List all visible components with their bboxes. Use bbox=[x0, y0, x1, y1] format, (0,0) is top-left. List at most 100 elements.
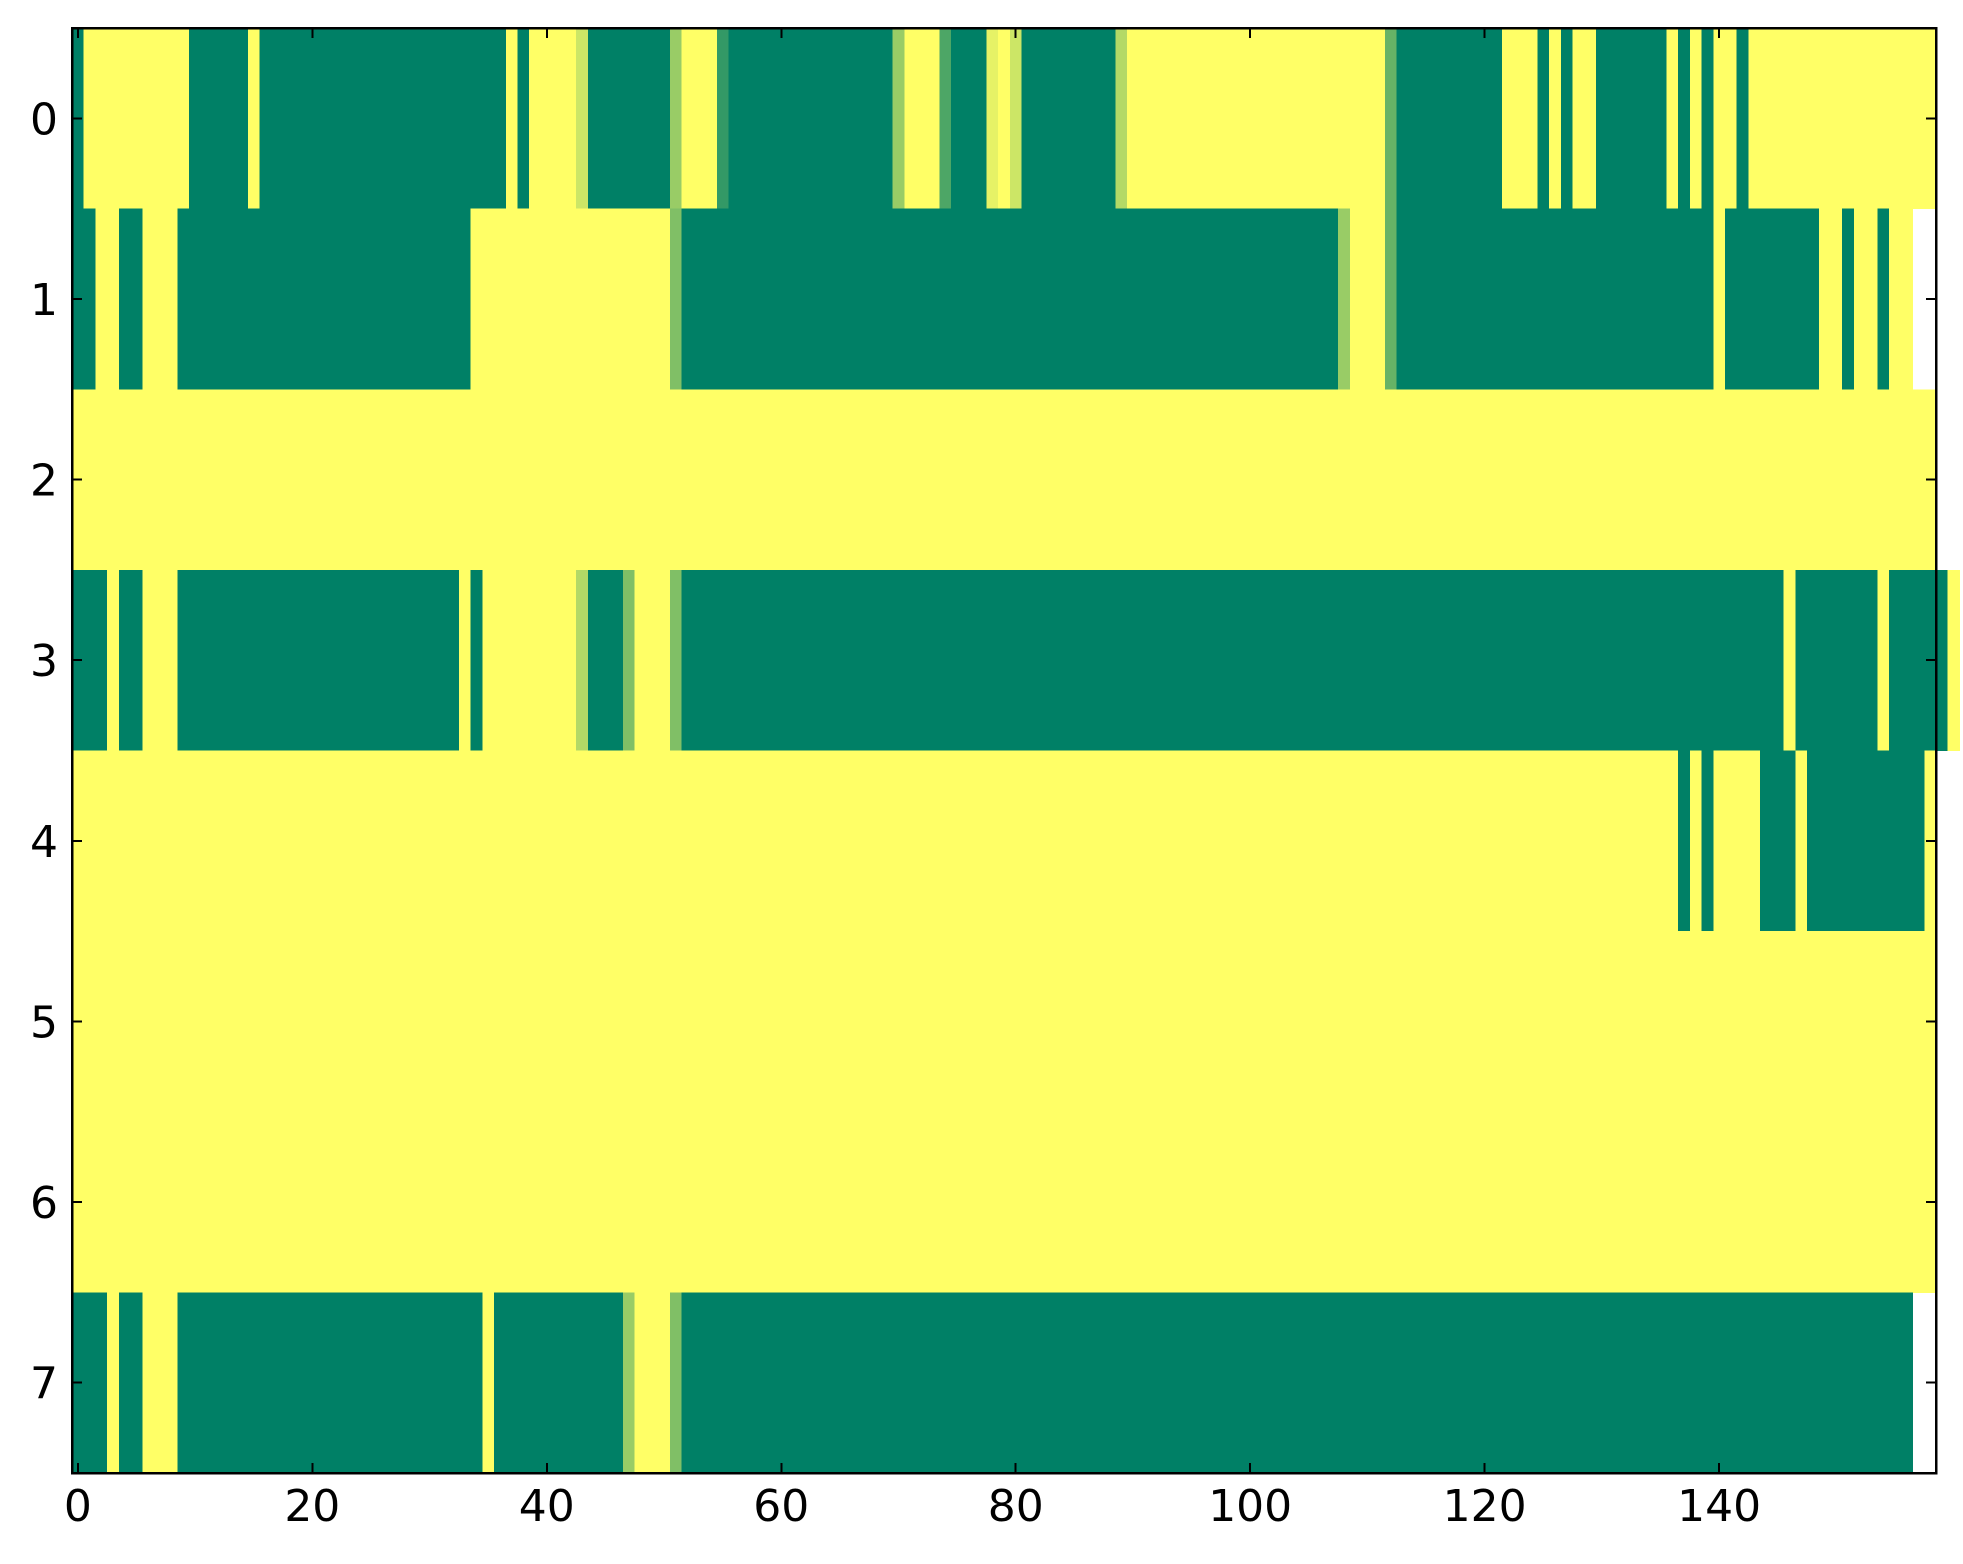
heatmap-cell bbox=[1760, 569, 1773, 752]
heatmap-cell bbox=[212, 1111, 226, 1293]
heatmap-cell bbox=[1431, 208, 1445, 390]
heatmap-cell bbox=[423, 569, 437, 752]
heatmap-cell bbox=[951, 1292, 964, 1474]
heatmap-cell bbox=[517, 208, 530, 390]
heatmap-cell bbox=[857, 1111, 870, 1293]
heatmap-cell bbox=[505, 389, 519, 571]
heatmap-cell bbox=[775, 569, 788, 752]
x-tick-label: 140 bbox=[1677, 1481, 1761, 1532]
heatmap-cell bbox=[1642, 389, 1656, 571]
heatmap-cell bbox=[1724, 1111, 1738, 1293]
heatmap-cell bbox=[306, 569, 319, 752]
heatmap-cell bbox=[212, 750, 226, 932]
heatmap-cell bbox=[1009, 750, 1023, 932]
heatmap-cell bbox=[880, 931, 894, 1113]
heatmap-cell bbox=[904, 750, 917, 932]
heatmap-cell bbox=[892, 1111, 905, 1293]
heatmap-cell bbox=[1607, 208, 1621, 390]
heatmap-cell bbox=[1326, 28, 1339, 210]
heatmap-cell bbox=[447, 750, 460, 932]
heatmap-cell bbox=[1373, 1111, 1386, 1293]
heatmap-cell bbox=[1748, 28, 1761, 210]
heatmap-cell bbox=[822, 1111, 835, 1293]
heatmap-cell bbox=[1009, 1111, 1023, 1293]
heatmap-cell bbox=[1080, 931, 1093, 1113]
heatmap-cell bbox=[1724, 389, 1738, 571]
heatmap-cell bbox=[165, 750, 179, 932]
heatmap-cell bbox=[1080, 1111, 1093, 1293]
heatmap-cell bbox=[529, 569, 542, 752]
y-tick-label: 7 bbox=[30, 1359, 58, 1410]
heatmap-cell bbox=[1091, 931, 1105, 1113]
heatmap-cell bbox=[107, 389, 120, 571]
heatmap-cell bbox=[1080, 28, 1093, 210]
heatmap-cell bbox=[1584, 1292, 1597, 1474]
heatmap-cell bbox=[107, 208, 120, 390]
heatmap-cell bbox=[411, 28, 425, 210]
heatmap-cell bbox=[1291, 931, 1304, 1113]
heatmap-cell bbox=[1701, 389, 1714, 571]
heatmap-cell bbox=[1232, 931, 1245, 1113]
heatmap-cell bbox=[1021, 750, 1034, 932]
heatmap-cell bbox=[189, 750, 202, 932]
heatmap-cell bbox=[1560, 750, 1574, 932]
heatmap-cell bbox=[1103, 208, 1116, 390]
heatmap-cell bbox=[1584, 1111, 1597, 1293]
heatmap-cell bbox=[1197, 569, 1210, 752]
heatmap-cell bbox=[1771, 931, 1785, 1113]
heatmap-cell bbox=[283, 569, 296, 752]
heatmap-cell bbox=[470, 1292, 483, 1474]
heatmap-cell bbox=[1666, 28, 1679, 210]
heatmap-cell bbox=[1689, 931, 1703, 1113]
heatmap-cell bbox=[1900, 1292, 1914, 1474]
heatmap-cell bbox=[130, 1292, 143, 1474]
heatmap-cell bbox=[212, 28, 226, 210]
heatmap-cell bbox=[1478, 28, 1492, 210]
heatmap-cell bbox=[611, 1292, 624, 1474]
heatmap-cell bbox=[118, 1111, 132, 1293]
heatmap-cell bbox=[470, 569, 483, 752]
heatmap-cell bbox=[130, 389, 143, 571]
heatmap-cell bbox=[1889, 1111, 1902, 1293]
heatmap-cell bbox=[83, 1111, 97, 1293]
heatmap-cell bbox=[400, 208, 413, 390]
heatmap-cell bbox=[1760, 28, 1773, 210]
heatmap-cell bbox=[200, 389, 214, 571]
heatmap-cell bbox=[1912, 569, 1925, 752]
heatmap-cell bbox=[1584, 389, 1597, 571]
heatmap-cell bbox=[1549, 28, 1562, 210]
heatmap-cell bbox=[1490, 569, 1503, 752]
heatmap-cell bbox=[904, 569, 917, 752]
heatmap-cell bbox=[1853, 28, 1867, 210]
heatmap-cell bbox=[634, 750, 648, 932]
heatmap-cell bbox=[1150, 1292, 1163, 1474]
heatmap-cell bbox=[611, 569, 624, 752]
heatmap-cell bbox=[1678, 569, 1691, 752]
heatmap-cell bbox=[1748, 1111, 1761, 1293]
heatmap-cell bbox=[798, 1111, 812, 1293]
heatmap-cell bbox=[1244, 1111, 1257, 1293]
heatmap-cell bbox=[1326, 569, 1339, 752]
heatmap-cell bbox=[1338, 750, 1351, 932]
heatmap-cell bbox=[1314, 389, 1327, 571]
heatmap-cell bbox=[482, 1111, 495, 1293]
heatmap-cell bbox=[962, 1111, 976, 1293]
heatmap-cell bbox=[447, 1111, 460, 1293]
heatmap-cell bbox=[189, 208, 202, 390]
heatmap-cell bbox=[118, 1292, 132, 1474]
heatmap-cell bbox=[517, 389, 530, 571]
heatmap-cell bbox=[458, 389, 472, 571]
heatmap-cell bbox=[1349, 569, 1363, 752]
heatmap-cell bbox=[1900, 750, 1914, 932]
heatmap-cell bbox=[927, 750, 941, 932]
heatmap-cell bbox=[822, 1292, 835, 1474]
heatmap-cell bbox=[1912, 750, 1925, 932]
heatmap-cell bbox=[306, 389, 319, 571]
heatmap-cell bbox=[1185, 208, 1199, 390]
heatmap-cell bbox=[1572, 1111, 1585, 1293]
heatmap-cell bbox=[1361, 569, 1374, 752]
heatmap-cell bbox=[165, 1111, 179, 1293]
heatmap-cell bbox=[142, 569, 155, 752]
heatmap-cell bbox=[1853, 569, 1867, 752]
heatmap-cell bbox=[1678, 28, 1691, 210]
